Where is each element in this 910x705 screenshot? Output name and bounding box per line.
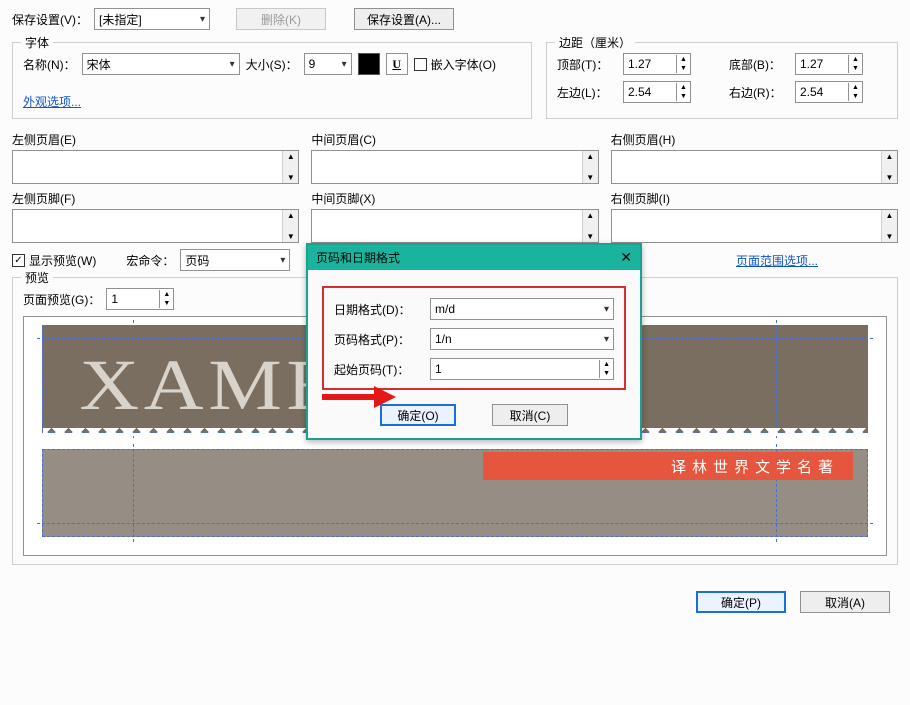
margin-top-input[interactable]: ▲▼: [623, 53, 691, 75]
macro-label: 宏命令：: [126, 252, 174, 269]
dialog-title: 页码和日期格式: [316, 249, 400, 266]
chevron-down-icon: ▾: [280, 255, 285, 266]
margin-bottom-label: 底部(B)：: [729, 56, 785, 73]
chevron-down-icon: ▾: [342, 59, 347, 70]
page-date-format-dialog: 页码和日期格式 ✕ 日期格式(D)： m/d ▾ 页码格式(P)： 1/n ▾ …: [306, 243, 642, 440]
save-settings-combo[interactable]: [未指定] ▾: [94, 8, 210, 30]
margin-bottom-input[interactable]: ▲▼: [795, 53, 863, 75]
spin-down-icon[interactable]: ▼: [849, 64, 862, 73]
spin-up-icon[interactable]: ▲: [677, 55, 690, 64]
margin-top-label: 顶部(T)：: [557, 56, 613, 73]
checkbox-icon: [414, 58, 427, 71]
margin-right-input[interactable]: ▲▼: [795, 81, 863, 103]
date-format-value: m/d: [435, 302, 455, 316]
spin-up-icon[interactable]: ▲: [849, 83, 862, 92]
font-name-value: 宋体: [87, 56, 111, 73]
start-page-value[interactable]: [431, 360, 599, 378]
margin-right-label: 右边(R)：: [729, 84, 785, 101]
save-settings-label: 保存设置(V)：: [12, 11, 88, 28]
appearance-link[interactable]: 外观选项...: [23, 95, 81, 109]
font-size-value: 9: [309, 57, 316, 71]
center-footer-input[interactable]: ▲▼: [311, 209, 598, 243]
font-name-combo[interactable]: 宋体 ▾: [82, 53, 240, 75]
highlight-box: 日期格式(D)： m/d ▾ 页码格式(P)： 1/n ▾ 起始页码(T)： ▲…: [322, 286, 626, 390]
main-ok-button[interactable]: 确定(P): [696, 591, 786, 613]
embed-font-label: 嵌入字体(O): [431, 56, 496, 73]
page-format-label: 页码格式(P)：: [334, 331, 430, 348]
font-name-label: 名称(N)：: [23, 56, 76, 73]
spin-down-icon[interactable]: ▼: [600, 369, 613, 378]
left-header-input[interactable]: ▲▼: [12, 150, 299, 184]
start-page-input[interactable]: ▲▼: [430, 358, 614, 380]
right-footer-input[interactable]: ▲▼: [611, 209, 898, 243]
margin-right-value[interactable]: [796, 83, 848, 101]
show-preview-checkbox[interactable]: ✓ 显示预览(W): [12, 252, 96, 269]
chevron-down-icon: ▾: [200, 14, 205, 25]
preview-legend: 预览: [21, 269, 53, 286]
margin-legend: 边距（厘米）: [555, 34, 635, 51]
checkbox-checked-icon: ✓: [12, 254, 25, 267]
chevron-down-icon: ▾: [604, 334, 609, 345]
right-footer-label: 右侧页脚(I): [611, 190, 898, 207]
delete-button: 删除(K): [236, 8, 326, 30]
center-header-label: 中间页眉(C): [311, 131, 598, 148]
start-page-label: 起始页码(T)：: [334, 361, 430, 378]
spin-down-icon[interactable]: ▼: [160, 299, 173, 308]
embed-font-checkbox[interactable]: 嵌入字体(O): [414, 56, 496, 73]
left-header-label: 左侧页眉(E): [12, 131, 299, 148]
right-header-input[interactable]: ▲▼: [611, 150, 898, 184]
left-footer-input[interactable]: ▲▼: [12, 209, 299, 243]
close-icon[interactable]: ✕: [620, 249, 632, 266]
margin-left-label: 左边(L)：: [557, 84, 613, 101]
preview-banner: 译林世界文学名著: [483, 452, 853, 480]
macro-value: 页码: [185, 252, 209, 269]
margin-left-value[interactable]: [624, 83, 676, 101]
margin-left-input[interactable]: ▲▼: [623, 81, 691, 103]
font-size-combo[interactable]: 9 ▾: [304, 53, 352, 75]
macro-combo[interactable]: 页码 ▾: [180, 249, 290, 271]
page-preview-value[interactable]: [107, 290, 159, 308]
right-header-label: 右侧页眉(H): [611, 131, 898, 148]
page-range-link[interactable]: 页面范围选项...: [736, 252, 818, 269]
save-settings-value: [未指定]: [99, 11, 142, 28]
page-preview-label: 页面预览(G)：: [23, 291, 100, 308]
date-format-label: 日期格式(D)：: [334, 301, 430, 318]
dialog-cancel-button[interactable]: 取消(C): [492, 404, 568, 426]
page-format-value: 1/n: [435, 332, 452, 346]
margin-bottom-value[interactable]: [796, 55, 848, 73]
font-legend: 字体: [21, 34, 53, 51]
show-preview-label: 显示预览(W): [29, 252, 96, 269]
date-format-combo[interactable]: m/d ▾: [430, 298, 614, 320]
spin-down-icon[interactable]: ▼: [849, 92, 862, 101]
center-header-input[interactable]: ▲▼: [311, 150, 598, 184]
underline-button[interactable]: U: [386, 53, 408, 75]
spin-up-icon[interactable]: ▲: [600, 360, 613, 369]
center-footer-label: 中间页脚(X): [311, 190, 598, 207]
page-preview-input[interactable]: ▲▼: [106, 288, 174, 310]
spin-down-icon[interactable]: ▼: [677, 92, 690, 101]
spin-up-icon[interactable]: ▲: [677, 83, 690, 92]
chevron-down-icon: ▾: [230, 59, 235, 70]
dialog-ok-button[interactable]: 确定(O): [380, 404, 456, 426]
main-cancel-button[interactable]: 取消(A): [800, 591, 890, 613]
page-format-combo[interactable]: 1/n ▾: [430, 328, 614, 350]
left-footer-label: 左侧页脚(F): [12, 190, 299, 207]
chevron-down-icon: ▾: [604, 304, 609, 315]
margin-top-value[interactable]: [624, 55, 676, 73]
spin-up-icon[interactable]: ▲: [160, 290, 173, 299]
font-color-swatch[interactable]: [358, 53, 380, 75]
save-as-button[interactable]: 保存设置(A)...: [354, 8, 454, 30]
font-size-label: 大小(S)：: [246, 56, 298, 73]
spin-up-icon[interactable]: ▲: [849, 55, 862, 64]
spin-down-icon[interactable]: ▼: [677, 64, 690, 73]
